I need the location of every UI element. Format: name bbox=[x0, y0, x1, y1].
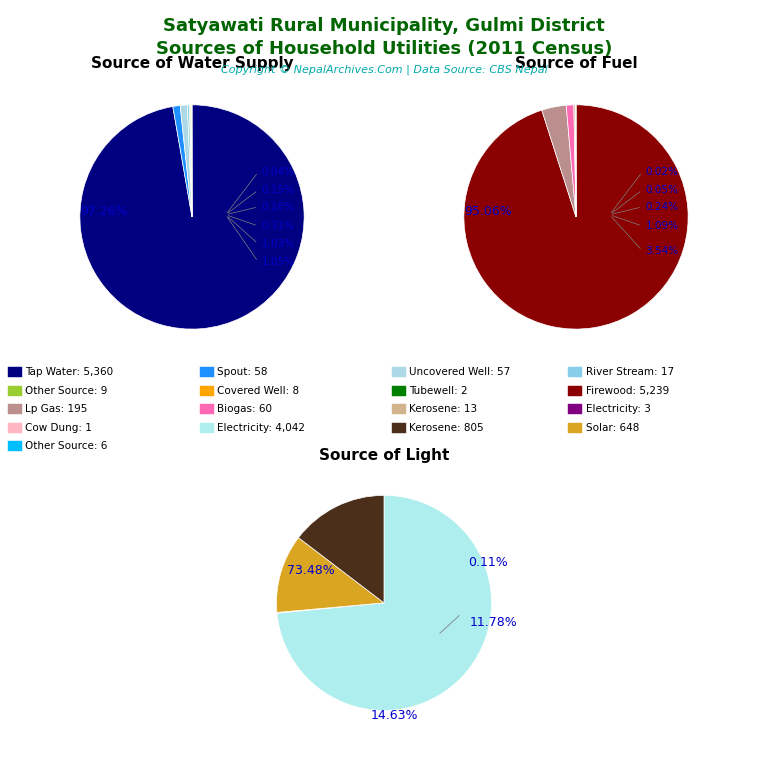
Wedge shape bbox=[276, 538, 384, 612]
Wedge shape bbox=[80, 105, 304, 329]
Text: Other Source: 6: Other Source: 6 bbox=[25, 441, 108, 452]
Text: Lp Gas: 195: Lp Gas: 195 bbox=[25, 404, 88, 415]
Title: Source of Water Supply: Source of Water Supply bbox=[91, 57, 293, 71]
Text: Cow Dung: 1: Cow Dung: 1 bbox=[25, 422, 92, 433]
Text: Biogas: 60: Biogas: 60 bbox=[217, 404, 273, 415]
Wedge shape bbox=[277, 495, 492, 710]
Wedge shape bbox=[190, 105, 192, 217]
Wedge shape bbox=[190, 105, 192, 217]
Text: 0.31%: 0.31% bbox=[262, 221, 294, 231]
Wedge shape bbox=[180, 105, 192, 217]
Text: Uncovered Well: 57: Uncovered Well: 57 bbox=[409, 367, 511, 378]
Text: Spout: 58: Spout: 58 bbox=[217, 367, 268, 378]
Text: 14.63%: 14.63% bbox=[371, 710, 419, 722]
Text: Satyawati Rural Municipality, Gulmi District: Satyawati Rural Municipality, Gulmi Dist… bbox=[163, 17, 605, 35]
Text: 0.15%: 0.15% bbox=[262, 185, 294, 195]
Text: 1.05%: 1.05% bbox=[262, 257, 294, 266]
Wedge shape bbox=[464, 105, 688, 329]
Text: 1.09%: 1.09% bbox=[646, 221, 678, 231]
Text: River Stream: 17: River Stream: 17 bbox=[586, 367, 674, 378]
Wedge shape bbox=[187, 105, 192, 217]
Wedge shape bbox=[566, 105, 576, 217]
Text: 1.03%: 1.03% bbox=[262, 239, 294, 249]
Text: Electricity: 3: Electricity: 3 bbox=[586, 404, 650, 415]
Text: 97.26%: 97.26% bbox=[81, 205, 128, 218]
Wedge shape bbox=[173, 105, 192, 217]
Text: 0.05%: 0.05% bbox=[646, 185, 678, 195]
Text: Tubewell: 2: Tubewell: 2 bbox=[409, 386, 468, 396]
Title: Source of Fuel: Source of Fuel bbox=[515, 57, 637, 71]
Text: Firewood: 5,239: Firewood: 5,239 bbox=[586, 386, 669, 396]
Text: Kerosene: 805: Kerosene: 805 bbox=[409, 422, 484, 433]
Wedge shape bbox=[299, 495, 384, 603]
Text: 0.02%: 0.02% bbox=[646, 167, 678, 177]
Text: 95.06%: 95.06% bbox=[465, 205, 512, 218]
Text: Tap Water: 5,360: Tap Water: 5,360 bbox=[25, 367, 114, 378]
Text: 0.11%: 0.11% bbox=[468, 555, 508, 568]
Text: Covered Well: 8: Covered Well: 8 bbox=[217, 386, 300, 396]
Text: 0.04%: 0.04% bbox=[262, 167, 294, 177]
Wedge shape bbox=[574, 105, 576, 217]
Text: Other Source: 9: Other Source: 9 bbox=[25, 386, 108, 396]
Text: 11.78%: 11.78% bbox=[470, 616, 518, 629]
Text: 0.16%: 0.16% bbox=[262, 202, 294, 212]
Title: Source of Light: Source of Light bbox=[319, 449, 449, 463]
Wedge shape bbox=[541, 105, 576, 217]
Text: Copyright © NepalArchives.Com | Data Source: CBS Nepal: Copyright © NepalArchives.Com | Data Sou… bbox=[220, 65, 548, 75]
Text: 73.48%: 73.48% bbox=[287, 564, 335, 577]
Text: 0.24%: 0.24% bbox=[646, 202, 678, 212]
Wedge shape bbox=[277, 603, 384, 613]
Text: 3.54%: 3.54% bbox=[646, 246, 679, 256]
Text: Electricity: 4,042: Electricity: 4,042 bbox=[217, 422, 306, 433]
Text: Solar: 648: Solar: 648 bbox=[586, 422, 639, 433]
Text: Kerosene: 13: Kerosene: 13 bbox=[409, 404, 478, 415]
Text: Sources of Household Utilities (2011 Census): Sources of Household Utilities (2011 Cen… bbox=[156, 40, 612, 58]
